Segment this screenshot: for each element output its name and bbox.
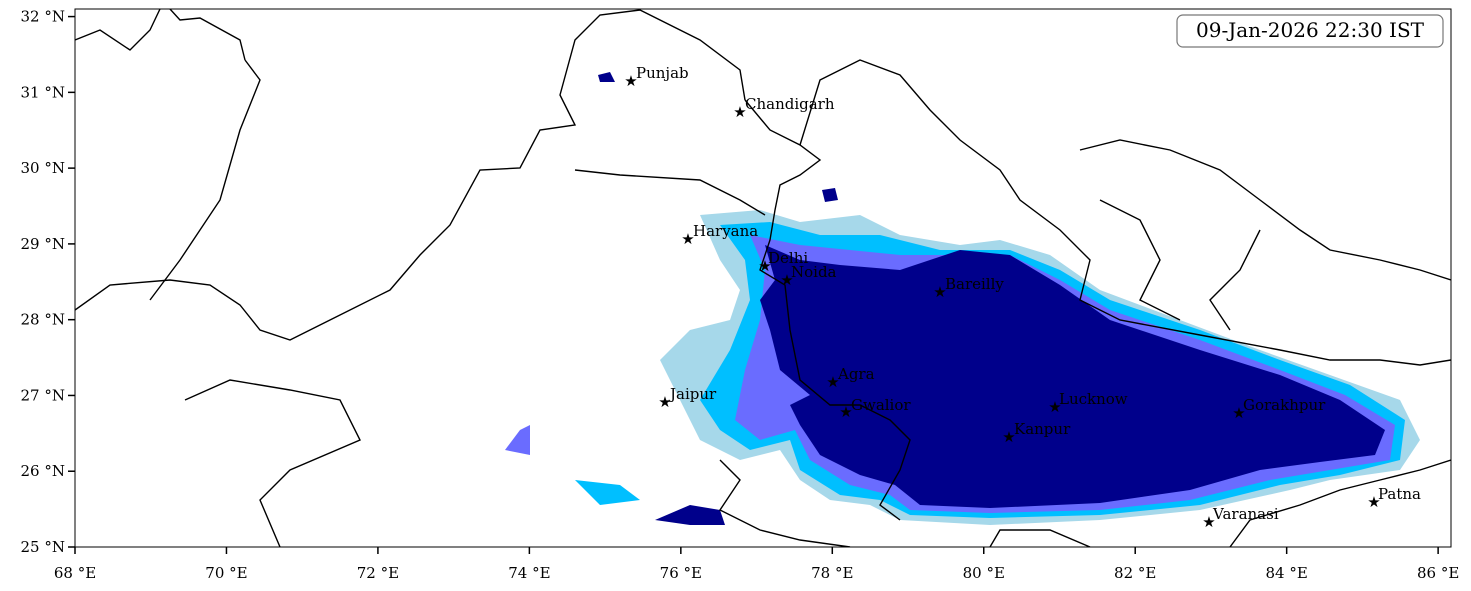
star: ★ — [826, 373, 839, 391]
star: ★ — [733, 103, 746, 121]
city-label: Lucknow — [1059, 390, 1128, 408]
x-tick-label: 68 °E — [54, 564, 96, 582]
y-tick-label: 28 °N — [21, 311, 65, 329]
y-tick-label: 25 °N — [21, 538, 65, 556]
x-tick-label: 72 °E — [357, 564, 399, 582]
city-label: Agra — [837, 365, 875, 383]
city-label: Noida — [791, 263, 837, 281]
city-labels: Punjab Chandigarh Haryana Delhi Noida Ba… — [636, 64, 1421, 523]
star: ★ — [780, 271, 793, 289]
timestamp: 09-Jan-2026 22:30 IST — [1196, 18, 1425, 42]
y-tick-label: 26 °N — [21, 462, 65, 480]
star: ★ — [1367, 493, 1380, 511]
city-label: Patna — [1378, 485, 1421, 503]
borders — [75, 9, 1451, 547]
axes: 68 °E 70 °E 72 °E 74 °E 76 °E 78 °E 80 °E 82 °E… — [21, 8, 1460, 582]
frame — [74, 8, 1452, 548]
city-label: Haryana — [693, 222, 758, 240]
city-label: Jaipur — [668, 385, 717, 403]
x-tick-label: 84 °E — [1266, 564, 1308, 582]
city-label: Delhi — [768, 249, 808, 267]
city-label: Kanpur — [1014, 420, 1071, 438]
star: ★ — [1002, 428, 1015, 446]
x-tick-label: 80 °E — [963, 564, 1005, 582]
y-tick-label: 32 °N — [21, 8, 65, 26]
x-tick-label: 86 °E — [1417, 564, 1459, 582]
star: ★ — [658, 393, 671, 411]
y-tick-label: 31 °N — [21, 83, 65, 101]
city-markers: ★ ★ ★ ★ ★ ★ ★ ★ ★ ★ ★ ★ ★ ★ — [624, 72, 1380, 531]
timestamp-frame — [1176, 14, 1444, 48]
star: ★ — [839, 403, 852, 421]
star: ★ — [933, 283, 946, 301]
star: ★ — [1232, 404, 1245, 422]
star: ★ — [681, 230, 694, 248]
timestamp-box: 09-Jan-2026 22:30 IST — [1176, 14, 1444, 48]
star: ★ — [624, 72, 637, 90]
star: ★ — [758, 257, 771, 275]
y-tick-label: 29 °N — [21, 235, 65, 253]
x-tick-label: 82 °E — [1114, 564, 1156, 582]
x-tick-label: 70 °E — [205, 564, 247, 582]
city-label: Gorakhpur — [1243, 396, 1326, 414]
x-tick-label: 74 °E — [508, 564, 550, 582]
y-tick-label: 30 °N — [21, 159, 65, 177]
city-label: Gwalior — [851, 396, 911, 414]
map-area: ★ ★ ★ ★ ★ ★ ★ ★ ★ ★ ★ ★ ★ ★ Punjab Chand… — [75, 9, 1451, 547]
precipitation — [505, 72, 1420, 525]
y-tick-label: 27 °N — [21, 386, 65, 404]
x-tick-label: 76 °E — [660, 564, 702, 582]
x-tick-label: 78 °E — [811, 564, 853, 582]
city-label: Punjab — [636, 64, 689, 82]
star: ★ — [1048, 398, 1061, 416]
star: ★ — [1202, 513, 1215, 531]
city-label: Varanasi — [1212, 505, 1279, 523]
city-label: Bareilly — [945, 275, 1004, 293]
city-label: Chandigarh — [745, 95, 835, 113]
